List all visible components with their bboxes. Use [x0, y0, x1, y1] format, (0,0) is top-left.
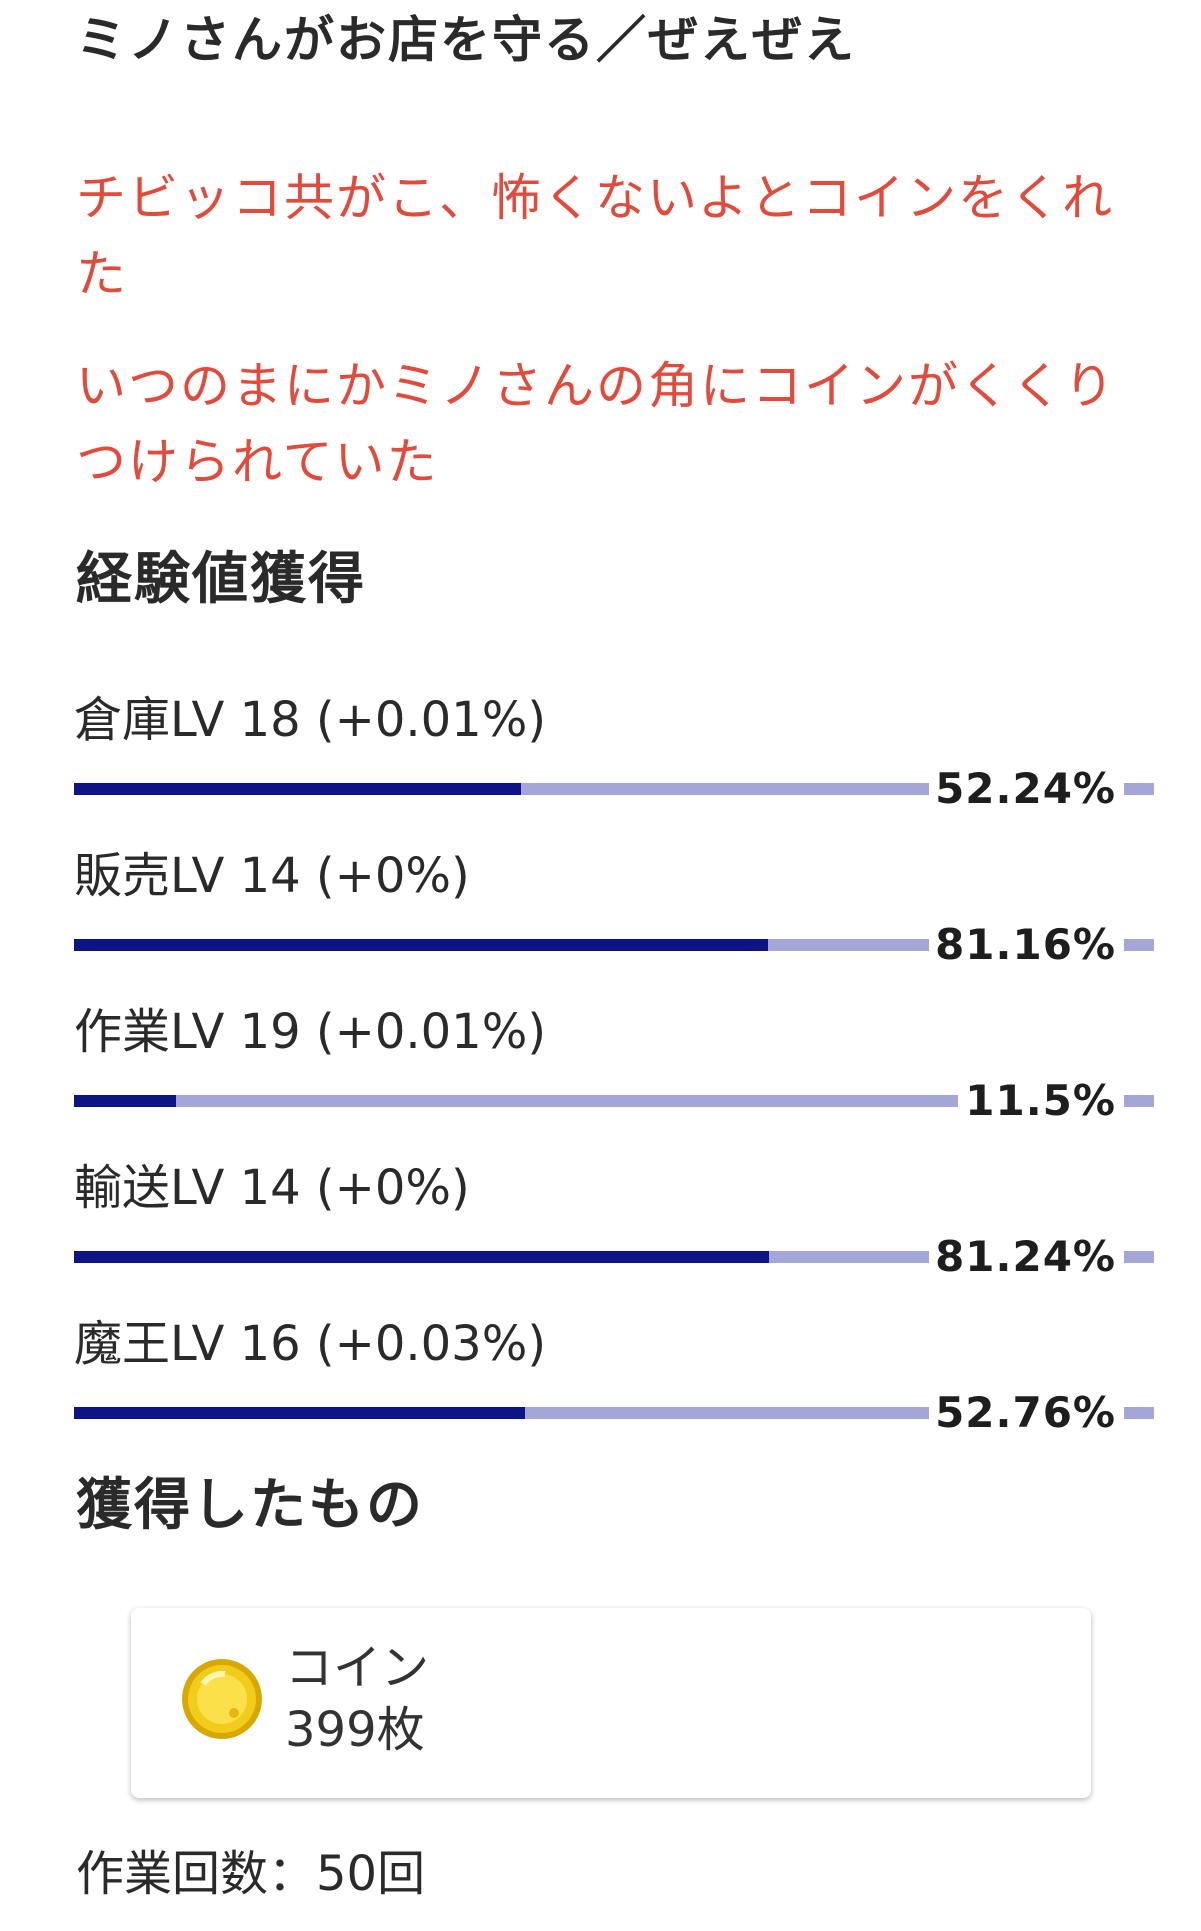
- skill-label: 魔王LV 16 (+0.03%): [74, 1316, 547, 1372]
- progress-track: [74, 939, 929, 951]
- progress-tail: [1124, 783, 1154, 795]
- progress-tail: [1124, 1251, 1154, 1263]
- event-message: いつのまにかミノさんの角にコインがくくりつけられていた: [76, 357, 1116, 491]
- loot-heading: 獲得したもの: [76, 1473, 424, 1538]
- progress-percent: 11.5%: [965, 1076, 1116, 1125]
- progress-tail: [1124, 1407, 1154, 1419]
- skill-label: 作業LV 19 (+0.01%): [74, 1004, 547, 1060]
- skill-row-storage: 倉庫LV 18 (+0.01%) 52.24%: [74, 688, 1154, 844]
- progress-percent: 81.24%: [935, 1232, 1116, 1281]
- progress-bar: 52.76%: [74, 1382, 1154, 1444]
- skill-row-sales: 販売LV 14 (+0%) 81.16%: [74, 844, 1154, 1000]
- work-count: 作業回数：50回: [76, 1846, 426, 1902]
- skill-label: 輸送LV 14 (+0%): [74, 1160, 470, 1216]
- loot-item-name: コイン: [285, 1640, 430, 1696]
- skill-row-work: 作業LV 19 (+0.01%) 11.5%: [74, 1000, 1154, 1156]
- progress-bar: 52.24%: [74, 758, 1154, 820]
- skill-row-demon-king: 魔王LV 16 (+0.03%) 52.76%: [74, 1312, 1154, 1468]
- exp-heading: 経験値獲得: [76, 547, 366, 612]
- progress-bar: 81.16%: [74, 914, 1154, 976]
- skill-row-transport: 輸送LV 14 (+0%) 81.24%: [74, 1156, 1154, 1312]
- skill-label: 倉庫LV 18 (+0.01%): [74, 692, 547, 748]
- progress-fill: [74, 1251, 769, 1263]
- progress-track: [74, 1095, 958, 1107]
- progress-track: [74, 783, 929, 795]
- progress-fill: [74, 939, 768, 951]
- progress-fill: [74, 1095, 176, 1107]
- progress-track: [74, 1251, 929, 1263]
- progress-percent: 52.24%: [935, 764, 1116, 813]
- progress-fill: [74, 1407, 526, 1419]
- skill-label: 販売LV 14 (+0%): [74, 848, 470, 904]
- progress-tail: [1124, 1095, 1154, 1107]
- gold-coin-icon: [179, 1656, 265, 1742]
- progress-percent: 52.76%: [935, 1388, 1116, 1437]
- page-title: ミノさんがお店を守る／ぜえぜえ: [76, 11, 856, 69]
- progress-fill: [74, 783, 521, 795]
- progress-bar: 11.5%: [74, 1070, 1154, 1132]
- loot-item-count: 399枚: [285, 1702, 425, 1758]
- progress-track: [74, 1407, 929, 1419]
- progress-percent: 81.16%: [935, 920, 1116, 969]
- event-message: チビッコ共がこ、怖くないよとコインをくれた: [76, 169, 1114, 303]
- loot-item-card[interactable]: コイン 399枚: [131, 1608, 1091, 1798]
- progress-bar: 81.24%: [74, 1226, 1154, 1288]
- progress-tail: [1124, 939, 1154, 951]
